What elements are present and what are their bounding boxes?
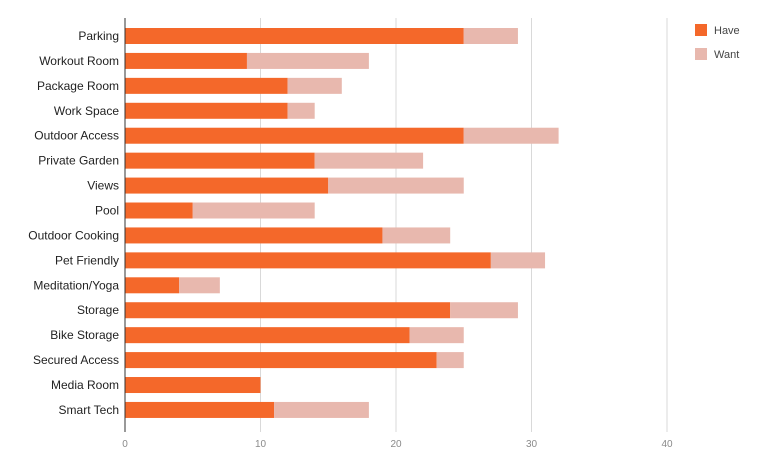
x-tick-label: 40 — [661, 439, 673, 450]
bar-have — [125, 252, 491, 269]
category-label: Bike Storage — [50, 328, 119, 342]
category-label: Meditation/Yoga — [33, 278, 119, 292]
bar-have — [125, 127, 464, 144]
legend-swatch-have — [695, 24, 707, 36]
category-label: Workout Room — [39, 54, 119, 68]
bar-want — [490, 252, 546, 269]
bar-have — [125, 302, 451, 319]
category-label: Outdoor Cooking — [28, 228, 119, 242]
category-label: Secured Access — [33, 353, 119, 367]
category-label: Pool — [95, 204, 119, 218]
bar-have — [125, 352, 437, 369]
bar-want — [274, 401, 369, 418]
bar-want — [246, 52, 369, 69]
bar-have — [125, 77, 288, 94]
category-label: Work Space — [54, 104, 119, 118]
category-label: Storage — [77, 303, 119, 317]
category-labels: Parking Workout Room Package Room Work Spac… — [28, 29, 119, 417]
x-tick-label: 30 — [526, 439, 538, 450]
bar-want — [382, 227, 451, 244]
bar-have — [125, 102, 288, 119]
category-label: Outdoor Access — [34, 129, 119, 143]
x-tick-label: 10 — [255, 439, 267, 450]
category-label: Pet Friendly — [55, 253, 119, 267]
x-tick-labels: 0 10 20 30 40 — [122, 439, 673, 450]
bar-have — [125, 52, 247, 69]
x-tick-label: 0 — [122, 439, 128, 450]
bar-have — [125, 277, 180, 294]
category-label: Views — [87, 179, 119, 193]
bar-want — [287, 102, 315, 119]
bar-have — [125, 152, 315, 169]
bars — [124, 18, 559, 432]
legend-label-have: Have — [714, 25, 740, 37]
category-label: Media Room — [51, 378, 119, 392]
x-tick-label: 20 — [390, 439, 402, 450]
category-label: Parking — [78, 29, 119, 43]
category-label: Smart Tech — [59, 403, 119, 417]
bar-have — [125, 327, 410, 344]
bar-want — [192, 202, 315, 219]
legend-swatch-want — [695, 48, 707, 60]
bar-have — [125, 227, 383, 244]
legend: Have Want — [695, 24, 740, 61]
legend-label-want: Want — [714, 49, 739, 61]
bar-want — [314, 152, 424, 169]
bar-want — [450, 302, 518, 319]
bar-want — [463, 127, 559, 144]
bar-want — [179, 277, 220, 294]
bar-want — [436, 352, 464, 369]
bar-have — [125, 377, 261, 394]
category-label: Private Garden — [38, 154, 119, 168]
bar-want — [463, 28, 518, 44]
bar-have — [125, 401, 275, 418]
bar-want — [328, 177, 464, 194]
bar-have — [125, 202, 193, 219]
bar-have — [125, 28, 464, 44]
bar-want — [287, 77, 342, 94]
bar-have — [125, 177, 329, 194]
bar-want — [409, 327, 464, 344]
category-label: Package Room — [37, 79, 119, 93]
